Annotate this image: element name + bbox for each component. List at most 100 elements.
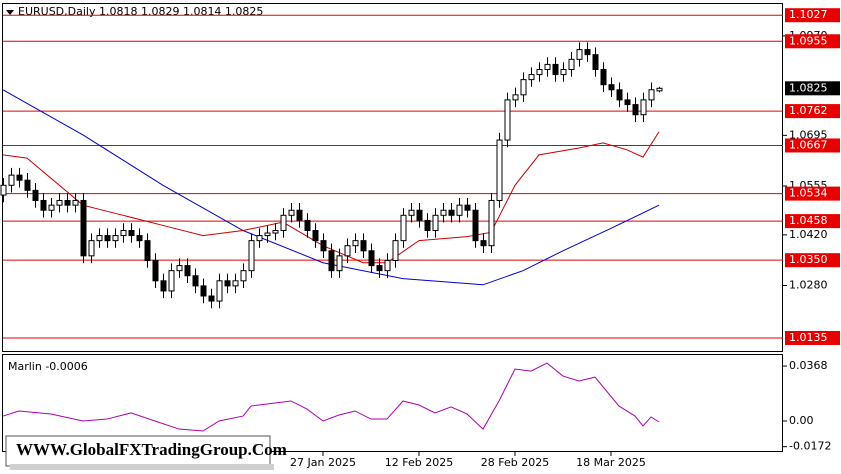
candle-body [408, 209, 415, 216]
level-label-box [785, 8, 840, 23]
candle-body [656, 87, 663, 92]
candle-body [216, 280, 223, 302]
candle-body [376, 265, 383, 272]
candle-body [104, 235, 111, 242]
candle-body [464, 204, 471, 211]
candle-body [544, 63, 551, 70]
marlin-line [2, 362, 660, 432]
candle-body [264, 232, 271, 237]
level-label-box [785, 253, 840, 268]
x-tick-label: 27 Jan 2025 [290, 456, 356, 469]
candle-body [8, 174, 15, 186]
indicator-tick-label: 0.00 [789, 414, 814, 427]
x-tick-label: 12 Feb 2025 [385, 456, 453, 469]
candle-body [112, 235, 119, 242]
candle-body [576, 49, 583, 60]
candle-body [176, 265, 183, 272]
y-tick-label: 1.0280 [789, 279, 828, 292]
candle-body [456, 204, 463, 216]
level-label: 1.0350 [789, 253, 828, 266]
candle-body [32, 189, 39, 201]
candle-body [96, 235, 103, 242]
level-label-box [785, 330, 840, 345]
candle-body [336, 255, 343, 272]
x-tick-label: 28 Feb 2025 [481, 456, 549, 469]
indicator-panel-frame [2, 354, 783, 452]
candle-body [344, 245, 351, 257]
candle-body [520, 79, 527, 96]
candle-body [552, 63, 559, 76]
level-label-box [785, 186, 840, 201]
menu-arrow[interactable] [6, 10, 14, 15]
candle-body [328, 250, 335, 272]
candle-body [472, 209, 479, 242]
candle-body [320, 240, 327, 252]
candle-body [368, 250, 375, 267]
candle-body [0, 184, 7, 196]
candle-body [496, 139, 503, 201]
candle-body [528, 74, 535, 81]
level-label: 1.0667 [789, 138, 828, 151]
candle-body [424, 219, 431, 232]
level-label: 1.0955 [789, 34, 828, 47]
candle-body [256, 235, 263, 242]
candle-body [56, 199, 63, 206]
candle-body [64, 199, 71, 206]
candle-body [304, 219, 311, 232]
candle-body [80, 199, 87, 257]
candle-body [136, 235, 143, 242]
candle-body [536, 68, 543, 76]
candle-body [40, 199, 47, 211]
candle-body [240, 270, 247, 282]
candle-body [352, 240, 359, 247]
candle-body [488, 199, 495, 247]
candle-body [144, 240, 151, 262]
indicator-tick-label: 0.0368 [789, 359, 828, 372]
level-label: 1.0135 [789, 331, 828, 344]
candle-body [416, 209, 423, 221]
watermark-box: WWW.GlobalFXTradingGroup.Com [5, 435, 287, 470]
watermark-shadow [10, 464, 274, 470]
candle-body [624, 99, 631, 106]
candle-body [232, 280, 239, 287]
candle-body [648, 89, 655, 101]
watermark-frame [5, 435, 271, 467]
main-panel-frame [2, 3, 783, 352]
candle-body [632, 104, 639, 116]
candle-body [608, 84, 615, 91]
candle-body [16, 174, 23, 181]
level-label-box [785, 138, 840, 153]
candle-body [616, 89, 623, 101]
watermark: WWW.GlobalFXTradingGroup.Com [16, 440, 287, 459]
y-tick-label: 1.0420 [789, 228, 828, 241]
candle-body [584, 49, 591, 56]
x-tick-label: 18 Mar 2025 [576, 456, 646, 469]
candle-body [72, 199, 79, 206]
level-label: 1.1027 [789, 8, 828, 21]
candle-body [128, 230, 135, 237]
candle-body [400, 214, 407, 242]
level-label-box [785, 104, 840, 119]
candle-body [600, 68, 607, 86]
candle-body [160, 280, 167, 292]
current-price-label: 1.0825 [789, 81, 828, 94]
candle-body [184, 265, 191, 277]
level-label-box [785, 34, 840, 49]
candle-body [440, 209, 447, 216]
candle-body [312, 230, 319, 242]
level-label: 1.0534 [789, 187, 828, 200]
level-label: 1.0458 [789, 214, 828, 227]
chart-title: EURUSD,Daily 1.0818 1.0829 1.0814 1.0825 [18, 5, 263, 18]
candle-body [224, 280, 231, 287]
indicator-tick-label: -0.0172 [789, 440, 831, 453]
candle-body [120, 230, 127, 237]
indicator-label: Marlin -0.0006 [8, 360, 88, 373]
level-label-box [785, 214, 840, 229]
candle-body [24, 179, 31, 191]
candle-body [288, 209, 295, 216]
candle-body [168, 270, 175, 292]
current-price-label-box [785, 81, 840, 96]
